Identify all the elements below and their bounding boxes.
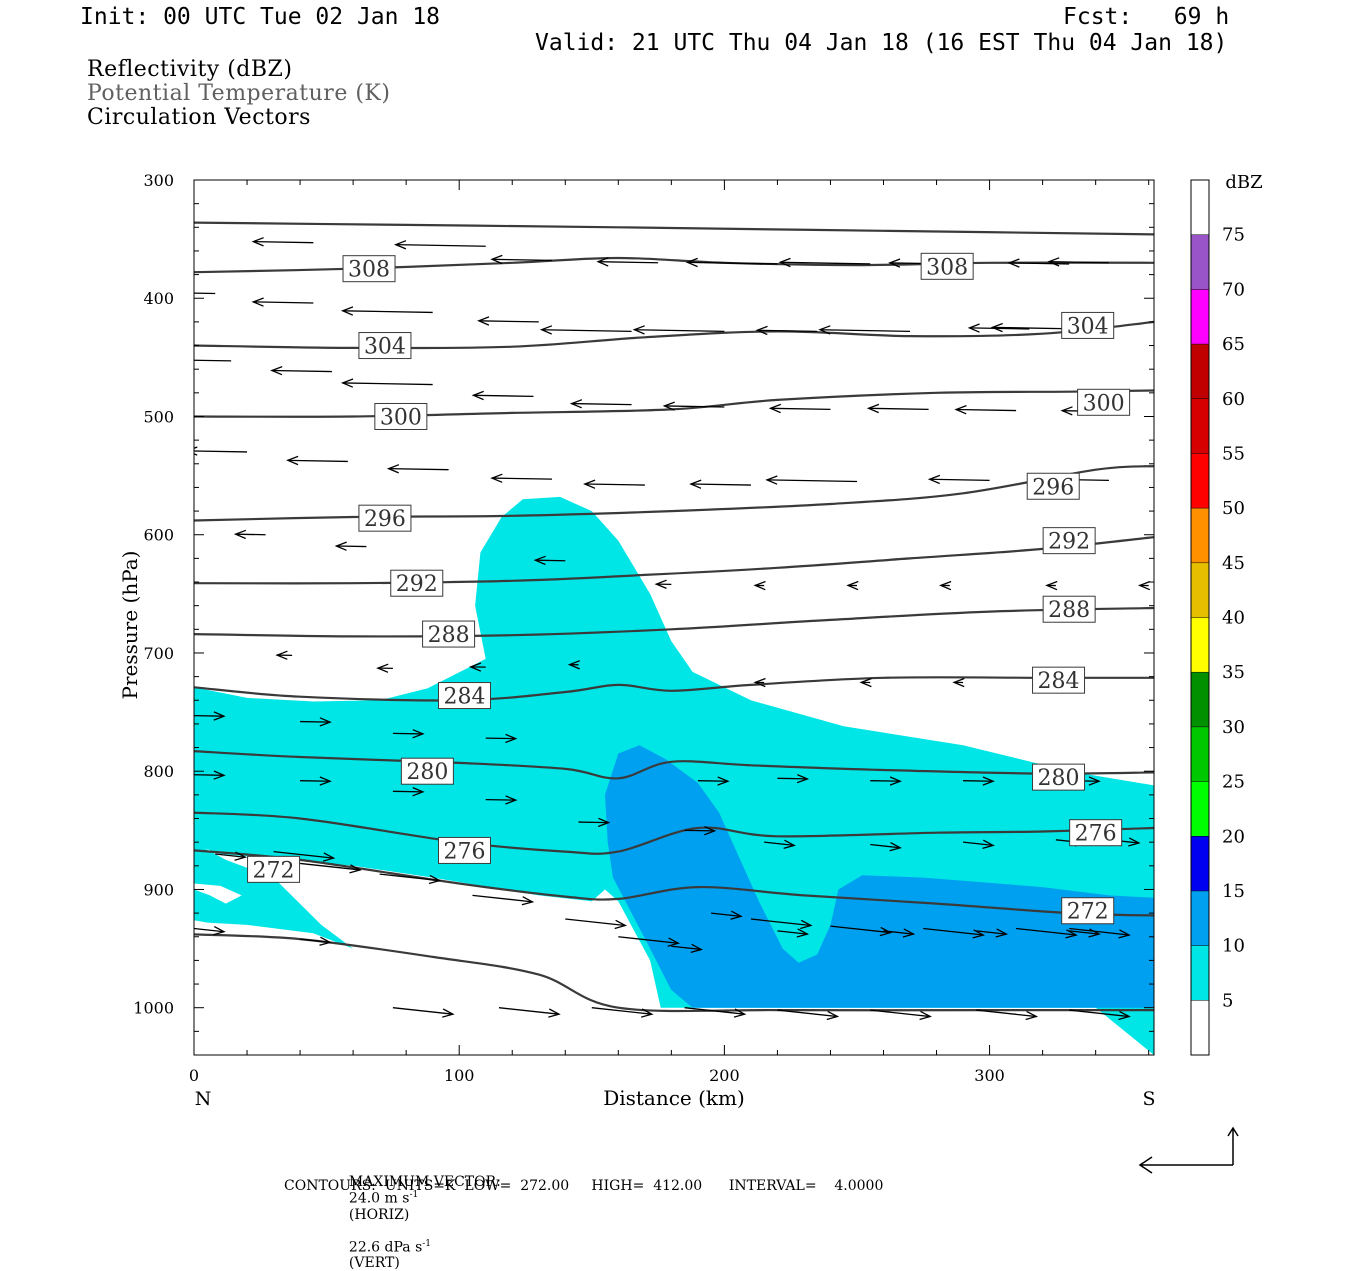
y-tick-label: 1000 (133, 999, 174, 1018)
colorbar-swatch (1191, 782, 1209, 837)
contour-label: 272 (1067, 900, 1109, 925)
contour-label: 280 (406, 760, 448, 785)
vector-shaft (300, 722, 330, 723)
contour-label: 300 (380, 405, 422, 430)
colorbar-swatch (1191, 891, 1209, 946)
colorbar-label: 60 (1222, 389, 1245, 410)
contour-label: 296 (1032, 475, 1074, 500)
colorbar-swatch (1191, 180, 1209, 235)
vector-shaft (777, 778, 807, 779)
vector-shaft (300, 781, 330, 782)
colorbar-swatch (1191, 399, 1209, 454)
contour-label: 300 (1083, 391, 1125, 416)
colorbar-swatch (1191, 727, 1209, 782)
colorbar-title: dBZ (1225, 172, 1262, 193)
vector-shaft (535, 560, 565, 561)
max-vert-value: 22.6 dPa s (349, 1239, 422, 1255)
reference-vector-icon (1140, 1128, 1238, 1173)
contour-label: 280 (1038, 766, 1080, 791)
y-tick-label: 600 (143, 526, 174, 545)
contour-label: 284 (1038, 669, 1080, 694)
vector-shaft (194, 716, 224, 717)
x-axis-title: Distance (km) (603, 1086, 745, 1110)
vert-unit: (VERT) (349, 1255, 400, 1271)
colorbar-label: 45 (1222, 553, 1245, 574)
colorbar-label: 10 (1222, 936, 1245, 957)
x-tick-label: 200 (709, 1066, 740, 1085)
colorbar-label: 5 (1222, 990, 1233, 1011)
x-tick-label: 300 (974, 1066, 1005, 1085)
vector-shaft (393, 733, 423, 734)
colorbar-label: 25 (1222, 772, 1245, 793)
y-tick-label: 900 (143, 880, 174, 899)
contour-label: 292 (396, 572, 438, 597)
colorbar-swatch (1191, 836, 1209, 891)
y-tick-label: 300 (143, 171, 174, 190)
vector-shaft (685, 830, 715, 831)
colorbar-label: 75 (1222, 225, 1245, 246)
colorbar-swatch (1191, 563, 1209, 618)
vector-shaft (698, 781, 728, 782)
colorbar-label: 40 (1222, 608, 1245, 629)
colorbar-swatch (1191, 453, 1209, 508)
colorbar-label: 70 (1222, 279, 1245, 300)
y-tick-label: 800 (143, 762, 174, 781)
y-tick-label: 500 (143, 407, 174, 426)
contour-label: 304 (1067, 314, 1109, 339)
contour-label: 288 (1048, 598, 1090, 623)
colorbar-label: 55 (1222, 443, 1245, 464)
vector-shaft (486, 800, 516, 801)
vector-shaft (104, 238, 194, 240)
colorbar-swatch (1191, 946, 1209, 1001)
colorbar-swatch (1191, 344, 1209, 399)
vector-shaft (486, 738, 516, 739)
vector-shaft (579, 822, 609, 823)
contour-label: 288 (428, 623, 470, 648)
vert-exponent: -1 (422, 1239, 431, 1249)
colorbar-label: 30 (1222, 717, 1245, 738)
vector-shaft (393, 791, 423, 792)
vector-shaft (236, 534, 266, 535)
horiz-unit: (HORIZ) (349, 1207, 409, 1223)
colorbar-label: 50 (1222, 498, 1245, 519)
vector-head (104, 234, 114, 242)
y-tick-label: 700 (143, 644, 174, 663)
y-axis-title: Pressure (hPa) (118, 551, 142, 700)
vector-head (171, 356, 181, 364)
y-tick-label: 400 (143, 289, 174, 308)
south-label: S (1142, 1088, 1155, 1110)
contour-label: 308 (926, 255, 968, 280)
contour-info: CONTOURS: UNITS=K LOW= 272.00 HIGH= 412.… (284, 1178, 883, 1194)
circulation-vector (104, 234, 194, 242)
colorbar-swatch (1191, 618, 1209, 673)
colorbar-swatch (1191, 1000, 1209, 1055)
contour-label: 308 (348, 258, 390, 283)
colorbar-swatch (1191, 672, 1209, 727)
contour-label: 284 (443, 685, 485, 710)
x-tick-label: 100 (444, 1066, 475, 1085)
contour-label: 304 (364, 335, 406, 360)
vector-shaft (963, 781, 993, 782)
vector-shaft (336, 546, 366, 547)
north-label: N (195, 1088, 212, 1110)
max-vector-line: MAXIMUM VECTOR: 24.0 m s-1 (HORIZ) 22.6 … (340, 1158, 501, 1271)
colorbar-label: 20 (1222, 826, 1245, 847)
contour-label: 292 (1048, 530, 1090, 555)
colorbar-label: 65 (1222, 334, 1245, 355)
contour-label: 272 (253, 858, 295, 883)
colorbar-swatch (1191, 235, 1209, 290)
colorbar-swatch (1191, 289, 1209, 344)
colorbar-label: 15 (1222, 881, 1245, 902)
x-tick-label: 0 (189, 1066, 199, 1085)
contour-label: 296 (364, 507, 406, 532)
contour-label: 276 (1075, 822, 1117, 847)
vector-shaft (194, 775, 224, 776)
colorbar-label: 35 (1222, 662, 1245, 683)
contour-label: 276 (443, 839, 485, 864)
colorbar-swatch (1191, 508, 1209, 563)
vector-shaft (870, 781, 900, 782)
